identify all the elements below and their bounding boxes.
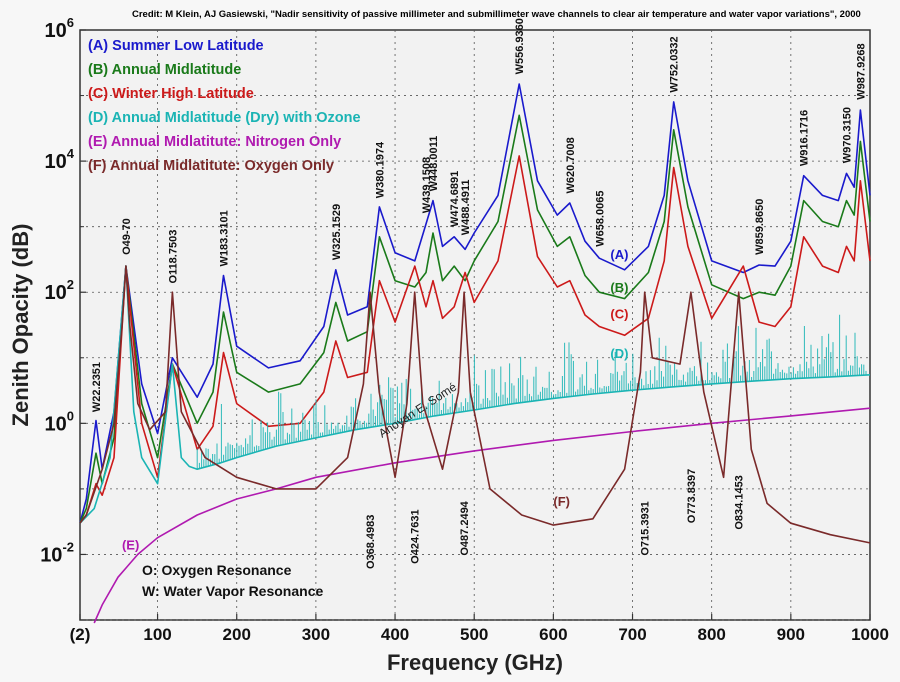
x-tick-label: 900 [777, 625, 805, 644]
resonance-label: O49-70 [121, 218, 133, 255]
resonance-label: W556.9360 [514, 18, 526, 74]
resonance-label: W752.0332 [669, 36, 681, 92]
curve-key-B: (B) [610, 280, 628, 295]
plot-area [79, 29, 871, 621]
series-layer [79, 83, 871, 624]
resonance-label: W658.0065 [594, 191, 606, 247]
series-D-group [79, 265, 871, 524]
y-tick-label: 102 [45, 277, 74, 304]
note-oxygen: O: Oxygen Resonance [142, 562, 292, 578]
resonance-label: O368.4983 [365, 515, 377, 569]
series-C-line [79, 155, 871, 524]
y-tick-label: 106 [45, 15, 74, 42]
resonance-label: W22.2351 [91, 362, 103, 412]
curve-key-A: (A) [610, 247, 628, 262]
resonance-label: O834.1453 [734, 475, 746, 529]
resonance-label: W325.1529 [331, 204, 343, 260]
resonance-label: O118.7503 [167, 230, 179, 284]
resonance-label: W474.6891 [449, 171, 461, 227]
legend-entry-E: (E) Annual Midlatitute: Nitrogen Only [88, 134, 341, 150]
series-B-group [79, 114, 871, 524]
legend-entry-B: (B) Annual Midlatitude [88, 62, 241, 78]
curve-key-C: (C) [610, 306, 628, 321]
resonance-label: W439.1508 [421, 157, 433, 213]
x-tick-label: 400 [381, 625, 409, 644]
series-F-group [79, 265, 871, 544]
x-tick-label: 500 [460, 625, 488, 644]
legend-entry-D: (D) Annual Midlatitude (Dry) with Ozone [88, 110, 361, 126]
x-tick-label: 200 [223, 625, 251, 644]
legend-entry-C: (C) Winter High Latitude [88, 86, 254, 102]
legend-entry-F: (F) Annual Midlatitute: Oxygen Only [88, 158, 334, 174]
resonance-label: W620.7008 [565, 137, 577, 193]
resonance-label: W488.4911 [460, 180, 472, 236]
resonance-label: W987.9268 [855, 43, 867, 99]
legend: (A) Summer Low Latitude (B) Annual Midlat… [88, 38, 361, 174]
resonance-label: W448.0011 [428, 136, 440, 192]
resonance-label: W970.3150 [842, 107, 854, 163]
resonance-label: W916.1716 [799, 110, 811, 166]
x-tick-label: 700 [618, 625, 646, 644]
resonance-label: W183.3101 [219, 210, 231, 266]
x-tick-label: 300 [302, 625, 330, 644]
curve-key-F: (F) [553, 494, 570, 509]
series-B-line [79, 114, 871, 524]
grid [80, 30, 870, 621]
curve-key-E: (E) [122, 537, 139, 552]
x-tick-label: 600 [539, 625, 567, 644]
resonance-label: O715.3931 [640, 501, 652, 555]
x-tick-label: 800 [697, 625, 725, 644]
resonance-labels: W22.2351 O49-70 O118.7503 W183.3101 W325.152… [91, 18, 867, 569]
axes: (2) 100 200 300 400 500 600 700 800 900 1000 10-2 10… [40, 15, 889, 644]
x-axis-title: Frequency (GHz) [387, 650, 563, 675]
resonance-label: O487.2494 [459, 500, 471, 555]
series-F-line [79, 265, 871, 544]
legend-entry-A: (A) Summer Low Latitude [88, 38, 264, 54]
x-tick-label: 1000 [851, 625, 889, 644]
resonance-label: W859.8650 [754, 199, 766, 255]
x-tick-label: 100 [143, 625, 171, 644]
series-E-group [93, 407, 871, 624]
y-axis-title: Zenith Opacity (dB) [8, 224, 33, 427]
x-tick-label: (2) [70, 625, 91, 644]
series-A-group [79, 83, 871, 524]
series-C-group [79, 155, 871, 524]
y-tick-label: 10-2 [40, 539, 74, 566]
curve-key-D: (D) [610, 346, 628, 361]
resonance-label: W380.1974 [374, 141, 386, 198]
series-D-ozone-lines [196, 314, 867, 470]
note-water-vapor: W: Water Vapor Resonance [142, 583, 323, 599]
resonance-label: O773.8397 [686, 469, 698, 523]
series-E-line [93, 407, 871, 624]
resonance-label: O424.7631 [410, 509, 422, 563]
y-tick-label: 104 [45, 146, 75, 173]
series-A-line [79, 83, 871, 524]
credit-text: Credit: M Klein, AJ Gasiewski, "Nadir se… [132, 9, 861, 20]
y-tick-label: 100 [45, 408, 74, 435]
series-D-line [79, 265, 871, 524]
